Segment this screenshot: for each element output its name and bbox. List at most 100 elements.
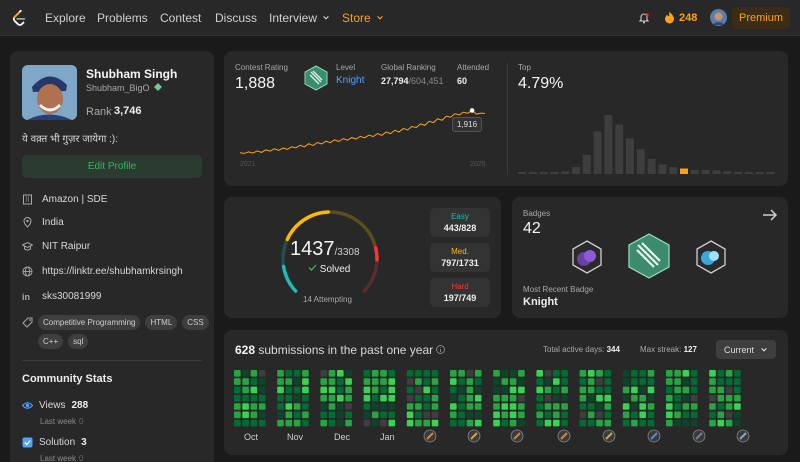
- heatmap-cell: [561, 411, 568, 419]
- heatmap-cell: [277, 370, 284, 377]
- distribution-bar: [744, 171, 753, 174]
- heatmap-cell: [345, 419, 352, 427]
- easy-box[interactable]: Easy 443/828: [430, 208, 490, 237]
- heatmap-cell: [234, 378, 241, 385]
- heatmap-cell: [553, 419, 560, 427]
- heatmap-cell: [631, 386, 638, 394]
- distribution-bar: [539, 172, 548, 174]
- heatmap-cell: [639, 403, 646, 410]
- fire-streak-icon[interactable]: [664, 11, 675, 24]
- edit-profile-button[interactable]: Edit Profile: [22, 155, 202, 178]
- rating-point-highlight[interactable]: [469, 108, 475, 113]
- hard-box[interactable]: Hard 197/749: [430, 278, 490, 307]
- skill-tag[interactable]: Competitive Programming: [38, 315, 141, 330]
- skill-tag[interactable]: sql: [68, 334, 89, 349]
- nav-discuss[interactable]: Discuss: [215, 11, 258, 25]
- recent-badge-value: Knight: [523, 296, 558, 308]
- heatmap-cell: [466, 419, 474, 427]
- notification-bell-icon[interactable]: [638, 12, 650, 24]
- graduation-cap-icon: [22, 241, 33, 250]
- badges-label: Badges: [523, 209, 551, 218]
- heatmap-cell: [544, 370, 552, 377]
- rating-history-chart[interactable]: [238, 96, 493, 176]
- nav-problems[interactable]: Problems: [97, 11, 148, 25]
- arrow-right-icon[interactable]: [762, 208, 778, 222]
- heatmap-cell: [388, 386, 396, 394]
- website-row[interactable]: https://linktr.ee/shubhamkrsingh: [22, 264, 183, 278]
- skill-tags: Competitive Programming HTML CSS C++ sql: [38, 315, 210, 349]
- heatmap-cell: [536, 403, 543, 410]
- heatmap-cell: [596, 378, 603, 385]
- rating-distribution-chart[interactable]: [518, 111, 778, 174]
- monthly-badge-icon[interactable]: [647, 429, 661, 443]
- monthly-badge-icon[interactable]: [736, 429, 750, 443]
- range-select[interactable]: Current: [716, 340, 776, 359]
- max-streak-label: Max streak:: [640, 345, 682, 354]
- profile-bio: ये वक़्त भी गुज़र जायेगा :):: [22, 134, 118, 145]
- monthly-badge-icon[interactable]: [692, 429, 706, 443]
- hard-count: 197/749: [443, 293, 477, 303]
- heatmap-cell: [717, 378, 725, 385]
- school-text: NIT Raipur: [42, 240, 91, 252]
- level-label: Level: [336, 63, 356, 72]
- heatmap-cell: [466, 378, 474, 385]
- purple-badge-icon[interactable]: [570, 240, 604, 274]
- leetcode-logo-icon[interactable]: [10, 9, 28, 27]
- heatmap-cell: [242, 419, 249, 427]
- solved-progress-ring[interactable]: [276, 209, 384, 309]
- monthly-badge-icon[interactable]: [510, 429, 524, 443]
- views-last-week: Last week 0: [40, 417, 83, 426]
- distribution-bar: [734, 171, 742, 174]
- nav-interview[interactable]: Interview: [269, 11, 330, 25]
- heatmap-cell: [234, 386, 241, 394]
- monthly-badge-icon[interactable]: [423, 429, 437, 443]
- heatmap-cell: [682, 411, 690, 419]
- heatmap-cell: [734, 378, 741, 385]
- heatmap-cell: [466, 370, 474, 377]
- heatmap-cell: [345, 394, 352, 402]
- heatmap-cell: [415, 419, 422, 427]
- heatmap-cell: [725, 411, 733, 419]
- heatmap-cell: [553, 370, 560, 377]
- heatmap-cell: [458, 378, 465, 385]
- heatmap-cell: [250, 411, 258, 419]
- heatmap-cell: [320, 419, 327, 427]
- heatmap-cell: [553, 403, 560, 410]
- knight-badge-large-icon[interactable]: [626, 233, 672, 279]
- heatmap-cell: [734, 386, 741, 394]
- medium-box[interactable]: Med. 797/1731: [430, 243, 490, 272]
- website-link[interactable]: https://linktr.ee/shubhamkrsingh: [42, 265, 183, 277]
- user-avatar[interactable]: [710, 9, 727, 26]
- blue-badge-icon[interactable]: [694, 240, 728, 274]
- monthly-badge-icon[interactable]: [602, 429, 616, 443]
- heatmap-cell: [423, 386, 430, 394]
- heatmap-cell: [674, 419, 681, 427]
- heatmap-cell: [690, 403, 698, 410]
- info-icon[interactable]: [436, 345, 446, 354]
- skill-tag[interactable]: C++: [38, 334, 64, 349]
- heatmap-cell: [431, 378, 439, 385]
- linkedin-row[interactable]: in sks30081999: [22, 289, 102, 303]
- nav-contest[interactable]: Contest: [160, 11, 202, 25]
- heatmap-cell: [604, 378, 612, 385]
- heatmap-cell: [258, 411, 266, 419]
- nav-explore[interactable]: Explore: [45, 11, 86, 25]
- heatmap-cell: [258, 403, 266, 410]
- nav-store[interactable]: Store: [342, 11, 384, 25]
- active-days: Total active days: 344: [543, 345, 620, 354]
- medium-progress: [285, 210, 330, 242]
- monthly-badge-icon[interactable]: [467, 429, 481, 443]
- monthly-badge-icon[interactable]: [557, 429, 571, 443]
- distribution-bar: [572, 167, 580, 174]
- heatmap-cell: [734, 370, 741, 377]
- chart-year-end: 2025: [470, 161, 486, 168]
- heatmap-cell: [544, 378, 552, 385]
- skill-tag[interactable]: HTML: [145, 315, 178, 330]
- submission-heatmap[interactable]: Oct Nov Dec Jan: [234, 368, 779, 453]
- heatmap-cell: [587, 370, 595, 377]
- heatmap-cell: [501, 370, 509, 377]
- skill-tag[interactable]: CSS: [182, 315, 209, 330]
- linkedin-text[interactable]: sks30081999: [42, 290, 102, 302]
- premium-button[interactable]: Premium: [732, 7, 790, 29]
- heatmap-cell: [709, 419, 716, 427]
